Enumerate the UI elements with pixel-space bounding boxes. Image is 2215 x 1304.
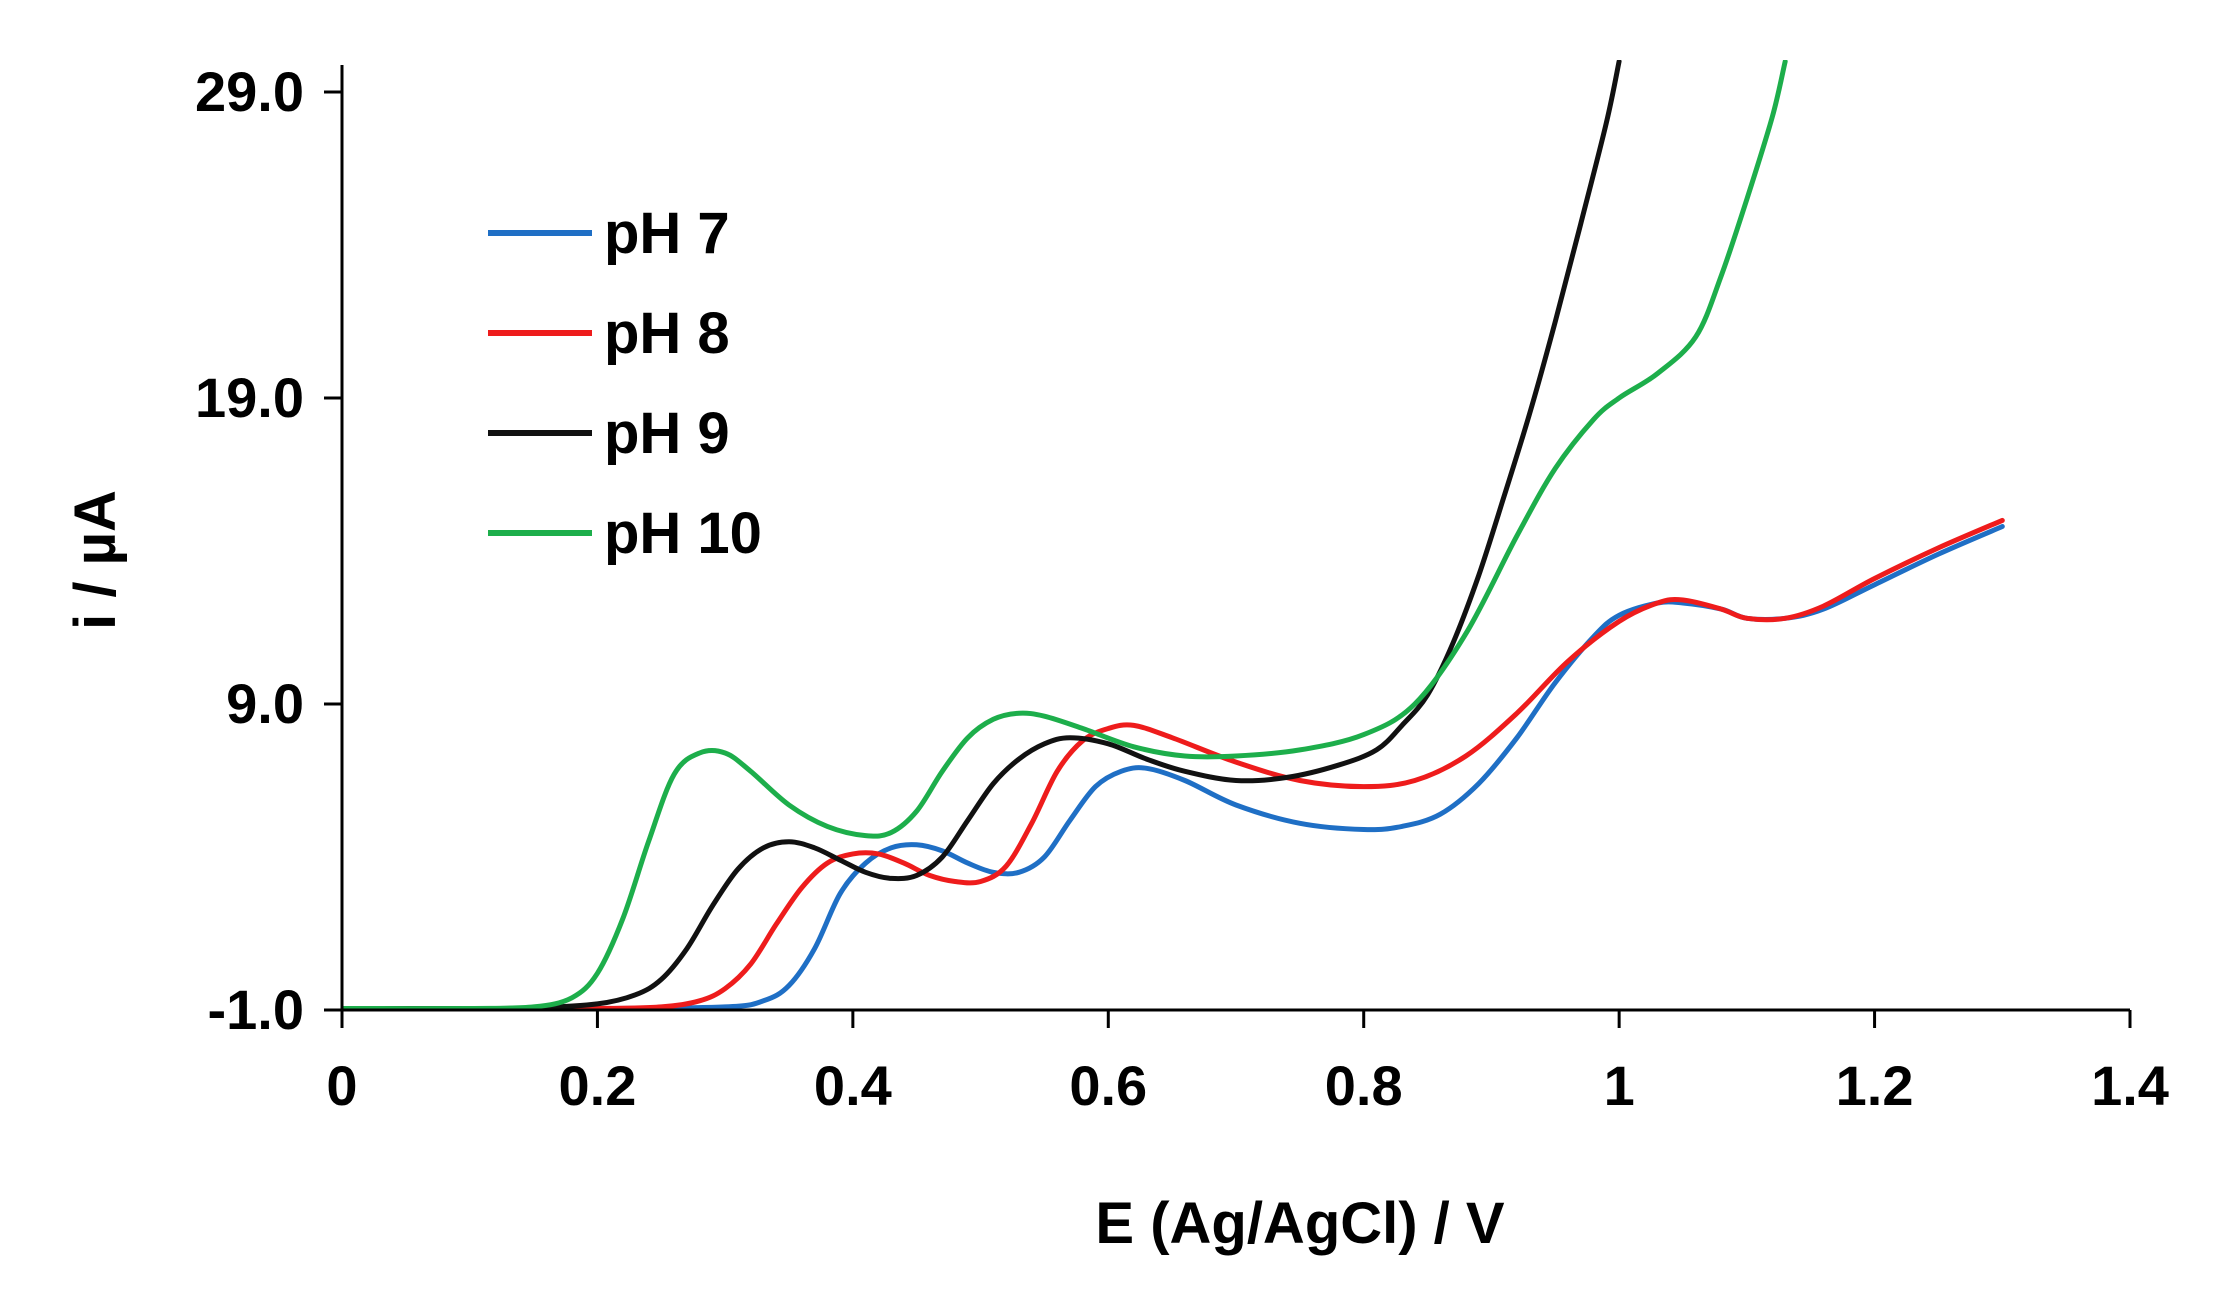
x-axis-title: E (Ag/AgCl) / V <box>1095 1191 1505 1256</box>
y-axis-title: i / µA <box>63 490 128 630</box>
plot-series <box>342 60 2005 1010</box>
legend-label: pH 7 <box>604 201 730 266</box>
legend-label: pH 8 <box>604 301 730 366</box>
legend-label: pH 9 <box>604 401 730 466</box>
y-tick-label: 29.0 <box>195 60 304 123</box>
y-ticks: -1.0 9.0 19.0 29.0 <box>195 60 342 1041</box>
series-line-ph-10 <box>342 60 1788 1010</box>
x-tick-label: 0 <box>326 1054 357 1117</box>
legend-label: pH 10 <box>604 501 762 566</box>
series-line-ph-9 <box>342 60 1622 1010</box>
x-tick-label: 1.4 <box>2091 1054 2169 1117</box>
x-tick-label: 1.2 <box>1836 1054 1914 1117</box>
x-tick-label: 0.4 <box>814 1054 892 1117</box>
y-tick-label: 9.0 <box>226 672 304 735</box>
x-tick-label: 1 <box>1604 1054 1635 1117</box>
x-tick-label: 0.6 <box>1069 1054 1147 1117</box>
x-ticks: 0 0.2 0.4 0.6 0.8 1 1.2 1.4 <box>326 1010 2169 1117</box>
y-tick-label: -1.0 <box>208 978 305 1041</box>
legend: pH 7 pH 8 pH 9 pH 10 <box>488 201 762 566</box>
y-tick-label: 19.0 <box>195 366 304 429</box>
x-tick-label: 0.8 <box>1325 1054 1403 1117</box>
x-tick-label: 0.2 <box>558 1054 636 1117</box>
series-line-ph-8 <box>342 517 2005 1010</box>
